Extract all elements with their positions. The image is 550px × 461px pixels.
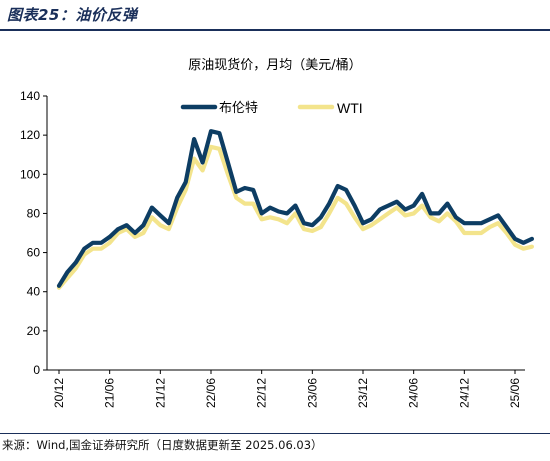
x-tick-label: 21/12 [153, 378, 167, 408]
series-line-brent [56, 129, 535, 288]
oil-price-chart: 原油现货价，月均（美元/桶） 0 20 40 60 80 100 120 140 20/12 21… [20, 57, 535, 408]
x-tick-label: 24/12 [457, 378, 471, 408]
x-tick-label: 23/12 [356, 378, 370, 408]
bottom-rule [0, 433, 550, 434]
y-tick-label: 120 [20, 128, 40, 142]
x-tick-label: 23/06 [305, 378, 319, 408]
plot-area [56, 129, 535, 290]
figure-title: 图表25：油价反弹 [7, 6, 138, 24]
legend: 布伦特 WTI [180, 100, 363, 116]
y-tick-label: 140 [20, 89, 40, 103]
series-line-wti [56, 144, 535, 290]
y-tick-label: 60 [27, 246, 41, 260]
source-note: 来源：Wind,国金证券研究所（日度数据更新至 2025.06.03） [2, 438, 323, 452]
axes: 0 20 40 60 80 100 120 140 20/12 21/06 21/12 22/06 22… [20, 89, 525, 408]
y-tick-label: 20 [27, 324, 41, 338]
y-tick-label: 0 [33, 363, 40, 377]
top-rule [0, 29, 550, 31]
legend-label-brent: 布伦特 [219, 101, 258, 116]
y-tick-label: 80 [27, 206, 41, 220]
x-tick-label: 22/12 [255, 378, 269, 408]
x-tick-label: 20/12 [52, 378, 66, 408]
y-tick-label: 100 [20, 167, 40, 181]
x-tick-label: 25/06 [508, 378, 522, 408]
y-tick-label: 40 [27, 285, 41, 299]
x-tick-label: 24/06 [407, 378, 421, 408]
x-tick-label: 21/06 [103, 378, 117, 408]
legend-label-wti: WTI [337, 100, 363, 116]
x-tick-label: 22/06 [204, 378, 218, 408]
chart-title: 原油现货价，月均（美元/桶） [188, 57, 361, 73]
